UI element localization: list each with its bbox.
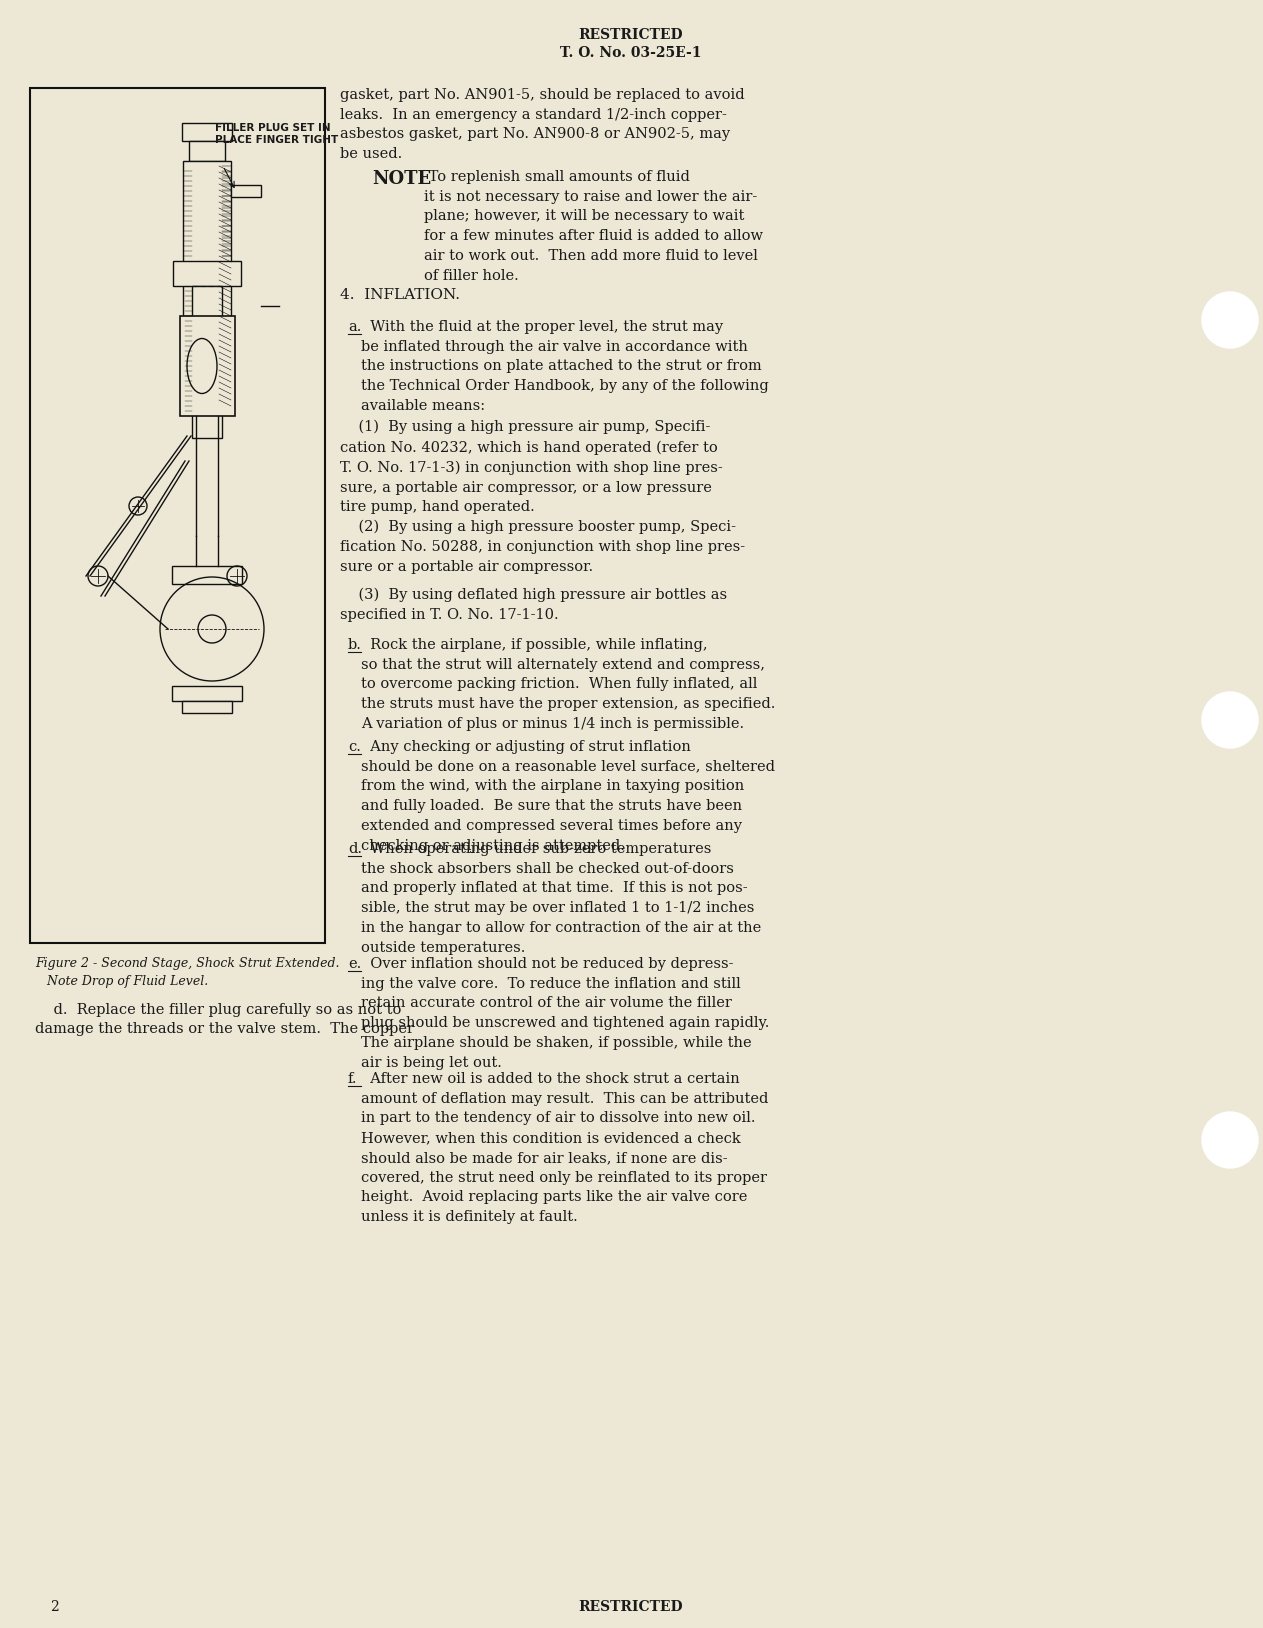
Bar <box>183 161 231 409</box>
Text: d.: d. <box>349 842 362 856</box>
Text: To replenish small amounts of fluid
it is not necessary to raise and lower the a: To replenish small amounts of fluid it i… <box>424 169 763 283</box>
Text: After new oil is added to the shock strut a certain
amount of deflation may resu: After new oil is added to the shock stru… <box>361 1071 768 1224</box>
Text: RESTRICTED: RESTRICTED <box>578 1600 683 1613</box>
Text: NOTE: NOTE <box>373 169 431 187</box>
Text: (2)  By using a high pressure booster pump, Speci-
fication No. 50288, in conjun: (2) By using a high pressure booster pum… <box>340 519 745 573</box>
Text: 4.  INFLATION.: 4. INFLATION. <box>340 288 460 303</box>
Text: FILLER PLUG SET IN
PLACE FINGER TIGHT: FILLER PLUG SET IN PLACE FINGER TIGHT <box>215 124 338 145</box>
Circle shape <box>1202 1112 1258 1167</box>
Bar <box>172 685 242 702</box>
Bar <box>182 702 232 713</box>
Bar <box>192 287 222 438</box>
Text: Over inflation should not be reduced by depress-
ing the valve core.  To reduce : Over inflation should not be reduced by … <box>361 957 769 1070</box>
Text: a.: a. <box>349 321 361 334</box>
Ellipse shape <box>187 339 217 394</box>
Text: When operating under sub-zero temperatures
the shock absorbers shall be checked : When operating under sub-zero temperatur… <box>361 842 762 954</box>
Text: d.  Replace the filler plug carefully so as not to
damage the threads or the val: d. Replace the filler plug carefully so … <box>35 1003 414 1037</box>
Text: b.: b. <box>349 638 362 651</box>
Text: (3)  By using deflated high pressure air bottles as
specified in T. O. No. 17-1-: (3) By using deflated high pressure air … <box>340 588 727 622</box>
Text: Figure 2 - Second Stage, Shock Strut Extended.
   Note Drop of Fluid Level.: Figure 2 - Second Stage, Shock Strut Ext… <box>35 957 340 988</box>
Text: (1)  By using a high pressure air pump, Specifi-
cation No. 40232, which is hand: (1) By using a high pressure air pump, S… <box>340 420 722 514</box>
Text: gasket, part No. AN901-5, should be replaced to avoid
leaks.  In an emergency a : gasket, part No. AN901-5, should be repl… <box>340 88 745 161</box>
Text: T. O. No. 03-25E-1: T. O. No. 03-25E-1 <box>561 46 702 60</box>
Text: With the fluid at the proper level, the strut may
be inflated through the air va: With the fluid at the proper level, the … <box>361 321 769 414</box>
Text: Rock the airplane, if possible, while inflating,
so that the strut will alternat: Rock the airplane, if possible, while in… <box>361 638 775 731</box>
Circle shape <box>1202 291 1258 348</box>
Text: e.: e. <box>349 957 361 970</box>
Bar <box>172 567 242 584</box>
Bar <box>181 316 235 417</box>
Circle shape <box>1202 692 1258 747</box>
Bar <box>173 260 241 287</box>
Text: RESTRICTED: RESTRICTED <box>578 28 683 42</box>
Text: Any checking or adjusting of strut inflation
should be done on a reasonable leve: Any checking or adjusting of strut infla… <box>361 741 775 853</box>
Text: f.: f. <box>349 1071 357 1086</box>
Bar <box>30 88 325 943</box>
Bar <box>189 142 225 161</box>
Text: c.: c. <box>349 741 361 754</box>
Text: 2: 2 <box>51 1600 59 1613</box>
Bar <box>231 186 261 197</box>
Bar <box>182 124 232 142</box>
